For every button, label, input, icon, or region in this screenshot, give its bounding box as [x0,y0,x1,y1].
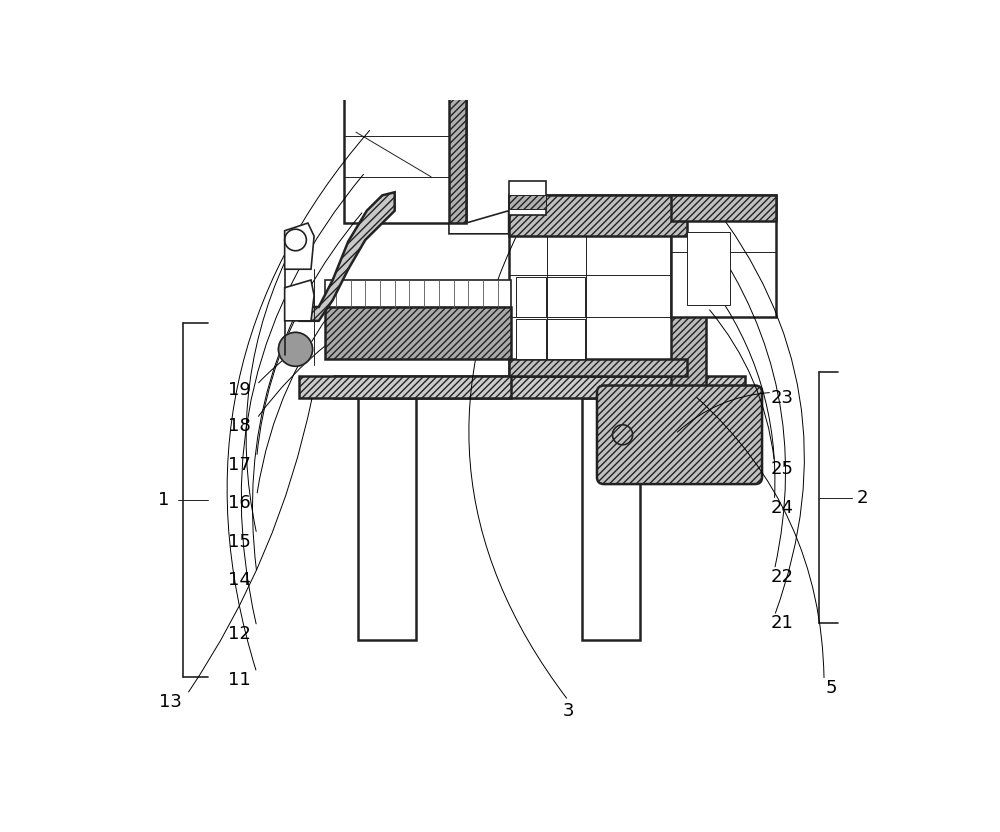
Text: 15: 15 [228,532,251,551]
Text: 3: 3 [563,702,574,721]
FancyBboxPatch shape [597,385,762,484]
Polygon shape [344,81,466,223]
Text: 25: 25 [771,460,794,478]
Polygon shape [285,223,314,270]
Text: 24: 24 [771,499,794,517]
Text: 14: 14 [228,572,251,589]
Circle shape [278,332,313,366]
Polygon shape [671,196,776,317]
Text: 23: 23 [771,389,794,407]
Text: 16: 16 [228,494,251,513]
Polygon shape [509,359,687,376]
Polygon shape [516,319,546,359]
Text: 11: 11 [228,671,251,690]
Text: 5: 5 [826,679,838,697]
Polygon shape [509,181,546,215]
Polygon shape [334,376,745,398]
Polygon shape [509,196,687,236]
Polygon shape [285,280,314,321]
Text: 19: 19 [228,381,251,399]
Text: 17: 17 [228,456,251,473]
Text: 22: 22 [771,568,794,587]
Text: 21: 21 [771,615,794,632]
Polygon shape [687,232,730,305]
Polygon shape [325,307,511,359]
Text: 18: 18 [228,418,251,435]
Polygon shape [325,280,511,307]
Polygon shape [671,196,776,220]
Polygon shape [299,192,395,321]
Polygon shape [299,376,511,398]
Polygon shape [671,196,706,398]
Polygon shape [358,398,416,641]
Text: 2: 2 [857,489,869,507]
Text: 13: 13 [159,693,181,711]
Polygon shape [516,277,546,317]
Text: 12: 12 [228,625,251,643]
Polygon shape [547,319,585,359]
Polygon shape [547,277,585,317]
Polygon shape [582,398,640,641]
Polygon shape [509,196,687,376]
Polygon shape [509,196,546,209]
Polygon shape [449,81,466,223]
Text: 1: 1 [158,491,169,509]
Polygon shape [449,210,509,234]
